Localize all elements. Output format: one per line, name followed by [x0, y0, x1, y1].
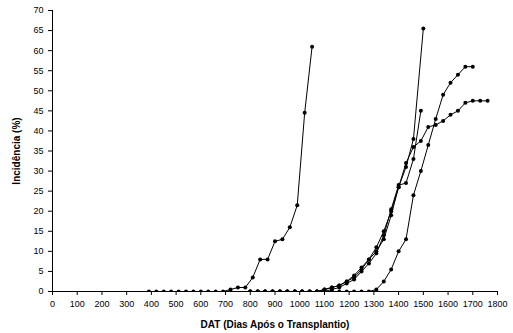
svg-text:700: 700 [218, 299, 233, 309]
svg-text:45: 45 [33, 106, 43, 116]
svg-text:10: 10 [33, 246, 43, 256]
svg-text:500: 500 [169, 299, 184, 309]
svg-text:1000: 1000 [290, 299, 310, 309]
svg-text:400: 400 [144, 299, 159, 309]
svg-text:65: 65 [33, 25, 43, 35]
svg-text:DAT (Dias Após o Transplantio): DAT (Dias Após o Transplantio) [201, 319, 350, 330]
svg-text:300: 300 [119, 299, 134, 309]
svg-text:30: 30 [33, 166, 43, 176]
svg-text:20: 20 [33, 206, 43, 216]
svg-text:1300: 1300 [364, 299, 384, 309]
svg-text:0: 0 [38, 286, 43, 296]
svg-text:35: 35 [33, 146, 43, 156]
svg-text:70: 70 [33, 5, 43, 15]
svg-text:1200: 1200 [339, 299, 359, 309]
svg-text:600: 600 [193, 299, 208, 309]
svg-text:15: 15 [33, 226, 43, 236]
svg-text:1800: 1800 [487, 299, 507, 309]
svg-text:25: 25 [33, 186, 43, 196]
svg-text:0: 0 [50, 299, 55, 309]
svg-text:40: 40 [33, 126, 43, 136]
svg-text:1500: 1500 [413, 299, 433, 309]
svg-text:1700: 1700 [463, 299, 483, 309]
svg-text:50: 50 [33, 86, 43, 96]
svg-text:1100: 1100 [315, 299, 334, 309]
svg-text:55: 55 [33, 66, 43, 76]
svg-text:200: 200 [94, 299, 109, 309]
svg-text:800: 800 [243, 299, 258, 309]
svg-text:1600: 1600 [438, 299, 458, 309]
svg-text:900: 900 [267, 299, 282, 309]
svg-text:100: 100 [70, 299, 85, 309]
svg-text:1400: 1400 [389, 299, 409, 309]
svg-text:Incidência (%): Incidência (%) [11, 117, 22, 184]
svg-text:60: 60 [33, 46, 43, 56]
svg-text:5: 5 [38, 266, 43, 276]
